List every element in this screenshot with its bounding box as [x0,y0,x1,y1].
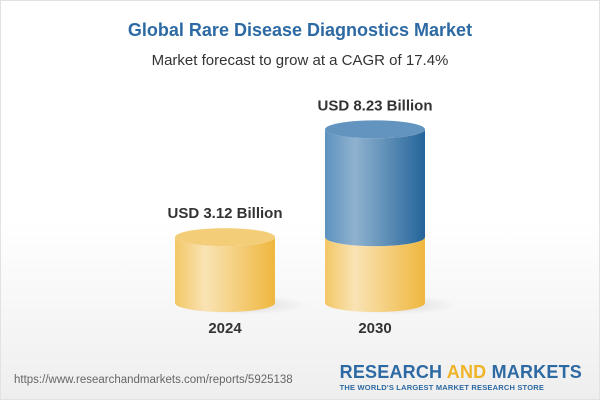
bar-segment-base-2030 [325,237,425,312]
logo-tagline: THE WORLD'S LARGEST MARKET RESEARCH STOR… [339,383,545,392]
cylinder-top-2030 [325,120,425,139]
bar-segment-growth-2030 [325,129,425,247]
logo-text-and: AND [446,362,487,382]
category-label: 2024 [208,320,242,337]
logo-text: RESEARCH [339,362,447,382]
brand-logo: RESEARCH AND MARKETS THE WORLD'S LARGEST… [340,362,582,392]
chart-subtitle: Market forecast to grow at a CAGR of 17.… [151,52,449,69]
logo-text-markets: MARKETS [486,362,582,382]
data-label: USD 3.12 Billion [167,205,282,222]
chart-title: Global Rare Disease Diagnostics Market [127,20,473,40]
cylinder-top-2024 [175,228,275,247]
bar-segment-base-2024 [175,237,275,312]
category-label: 2030 [358,320,391,337]
source-url[interactable]: https://www.researchandmarkets.com/repor… [14,374,293,386]
data-label: USD 8.23 Billion [317,97,432,114]
